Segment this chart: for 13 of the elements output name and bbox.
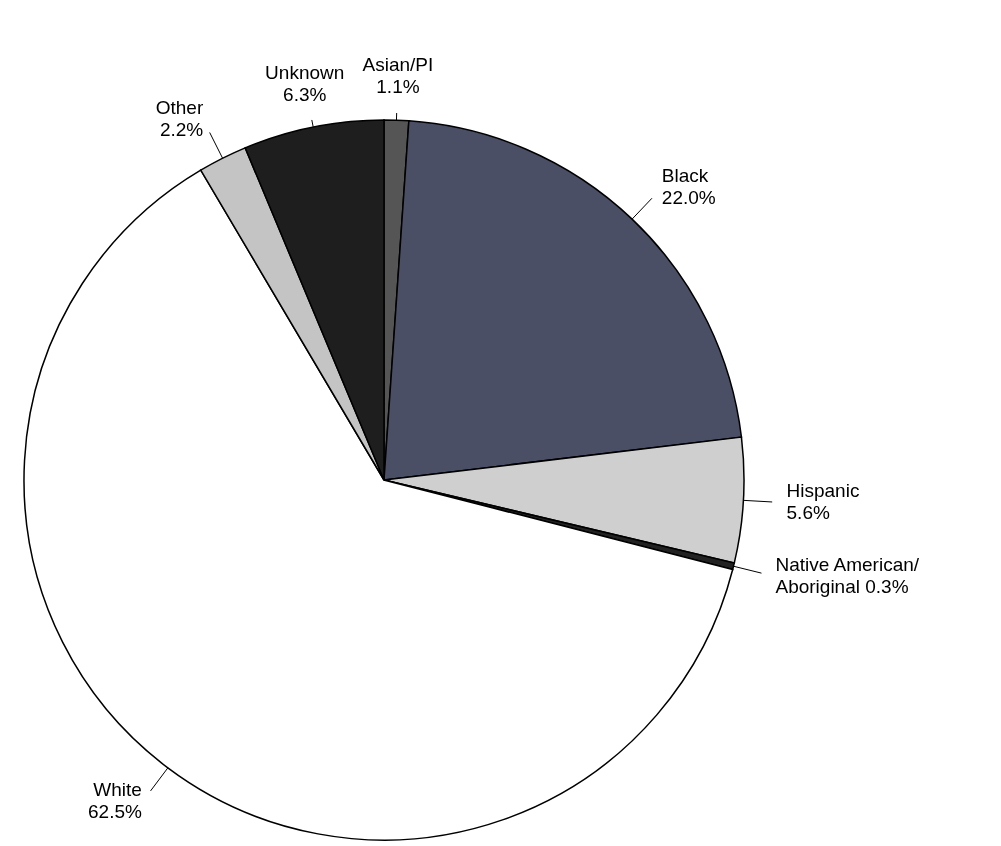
- slice-label: White: [93, 779, 142, 801]
- slice-label: Other: [155, 96, 204, 118]
- slice-label: Hispanic: [786, 479, 860, 501]
- data-label: 6.3%: [283, 83, 327, 105]
- slice-label: Asian/PI: [362, 54, 434, 76]
- data-label: 62.5%: [88, 801, 143, 823]
- slice-label: Black: [661, 164, 709, 186]
- slice-label: Unknown: [265, 61, 345, 83]
- data-label: 22.0%: [661, 186, 716, 208]
- slice-label: Native American/Aboriginal 0.3%: [775, 553, 920, 597]
- data-label: 1.1%: [376, 76, 420, 98]
- data-label: 5.6%: [786, 501, 830, 523]
- data-label: 2.2%: [159, 118, 204, 140]
